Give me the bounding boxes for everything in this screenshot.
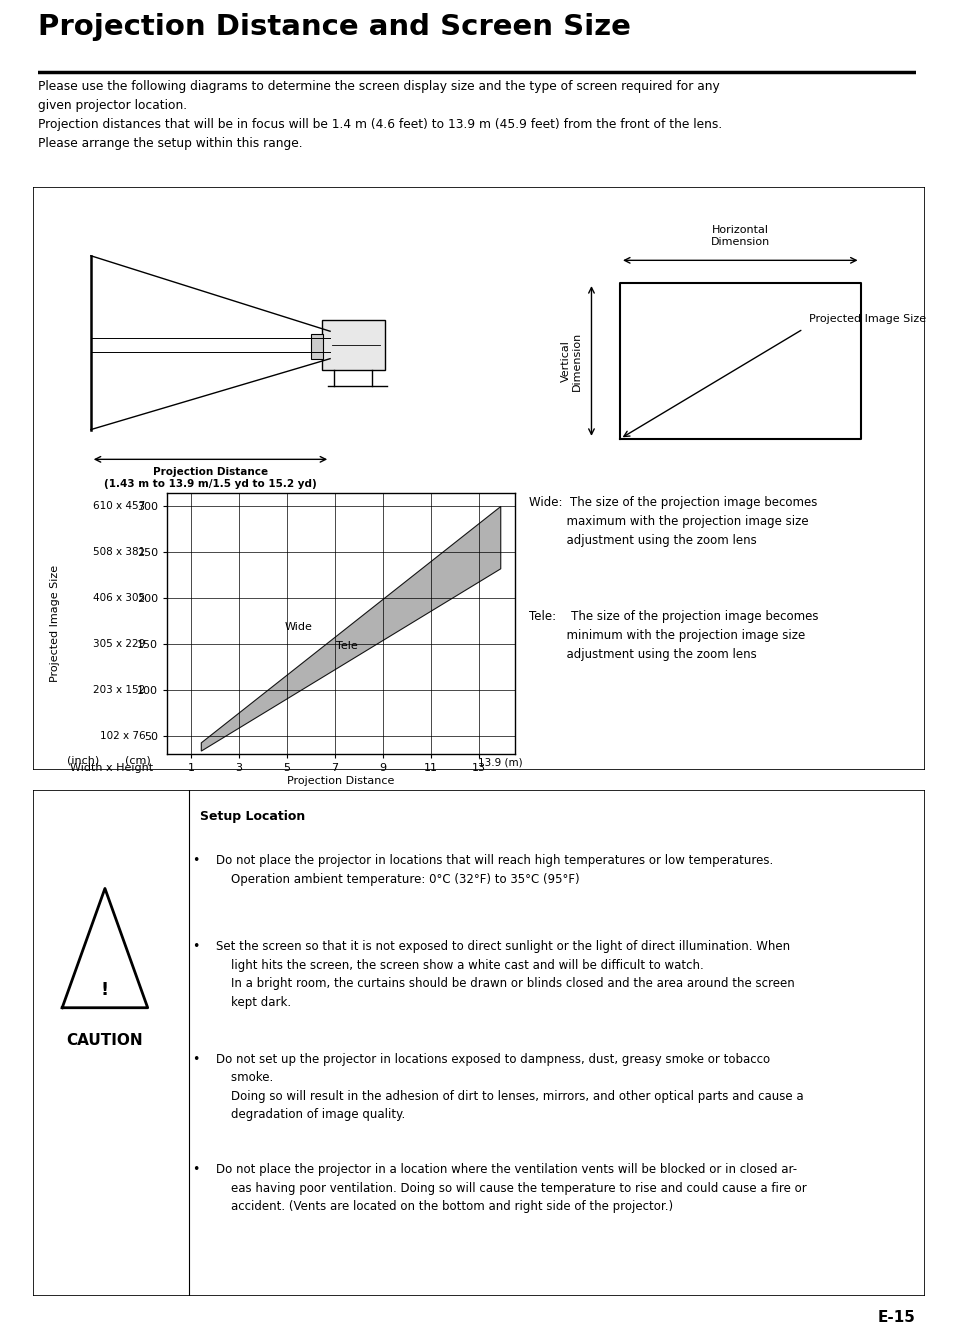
Y-axis label: Projected Image Size: Projected Image Size bbox=[51, 565, 60, 682]
Text: Vertical
Dimension: Vertical Dimension bbox=[560, 331, 581, 391]
Text: (cm): (cm) bbox=[125, 755, 151, 766]
Text: 13.9 (m): 13.9 (m) bbox=[478, 758, 522, 767]
Text: •: • bbox=[192, 1052, 199, 1066]
Text: Setup Location: Setup Location bbox=[200, 810, 305, 823]
Text: •: • bbox=[192, 1164, 199, 1176]
Bar bbox=[311, 333, 323, 359]
Text: Horizontal
Dimension: Horizontal Dimension bbox=[710, 225, 769, 246]
Text: Width x Height: Width x Height bbox=[71, 763, 153, 773]
Text: Do not place the projector in a location where the ventilation vents will be blo: Do not place the projector in a location… bbox=[215, 1164, 806, 1213]
Text: Projection Distance
(1.43 m to 13.9 m/1.5 yd to 15.2 yd): Projection Distance (1.43 m to 13.9 m/1.… bbox=[104, 467, 316, 489]
Text: 305 x 229: 305 x 229 bbox=[93, 639, 145, 649]
Text: Do not place the projector in locations that will reach high temperatures or low: Do not place the projector in locations … bbox=[215, 854, 773, 886]
Text: 203 x 152: 203 x 152 bbox=[93, 684, 145, 695]
Text: Wide: Wide bbox=[285, 623, 313, 632]
X-axis label: Projection Distance: Projection Distance bbox=[287, 775, 395, 786]
Text: Projected Image Size: Projected Image Size bbox=[808, 315, 925, 324]
Text: E-15: E-15 bbox=[877, 1310, 915, 1326]
Text: •: • bbox=[192, 854, 199, 868]
Text: Tele:    The size of the projection image becomes
          minimum with the pro: Tele: The size of the projection image b… bbox=[529, 611, 818, 661]
Bar bbox=[321, 320, 384, 370]
Polygon shape bbox=[201, 506, 500, 751]
Text: Set the screen so that it is not exposed to direct sunlight or the light of dire: Set the screen so that it is not exposed… bbox=[215, 940, 794, 1008]
Text: 102 x 76: 102 x 76 bbox=[100, 731, 145, 740]
Text: Wide:  The size of the projection image becomes
          maximum with the proje: Wide: The size of the projection image b… bbox=[529, 497, 817, 548]
Text: 610 x 457: 610 x 457 bbox=[93, 502, 145, 511]
Text: !: ! bbox=[101, 980, 109, 999]
Text: 508 x 381: 508 x 381 bbox=[93, 548, 145, 557]
Text: Do not set up the projector in locations exposed to dampness, dust, greasy smoke: Do not set up the projector in locations… bbox=[215, 1052, 802, 1121]
Text: CAUTION: CAUTION bbox=[67, 1034, 143, 1048]
Text: 406 x 305: 406 x 305 bbox=[93, 593, 145, 603]
Text: Please use the following diagrams to determine the screen display size and the t: Please use the following diagrams to det… bbox=[38, 80, 721, 150]
Text: •: • bbox=[192, 940, 199, 953]
Text: Projection Distance and Screen Size: Projection Distance and Screen Size bbox=[38, 13, 630, 40]
Text: Tele: Tele bbox=[335, 641, 357, 651]
Text: (inch): (inch) bbox=[67, 755, 99, 766]
